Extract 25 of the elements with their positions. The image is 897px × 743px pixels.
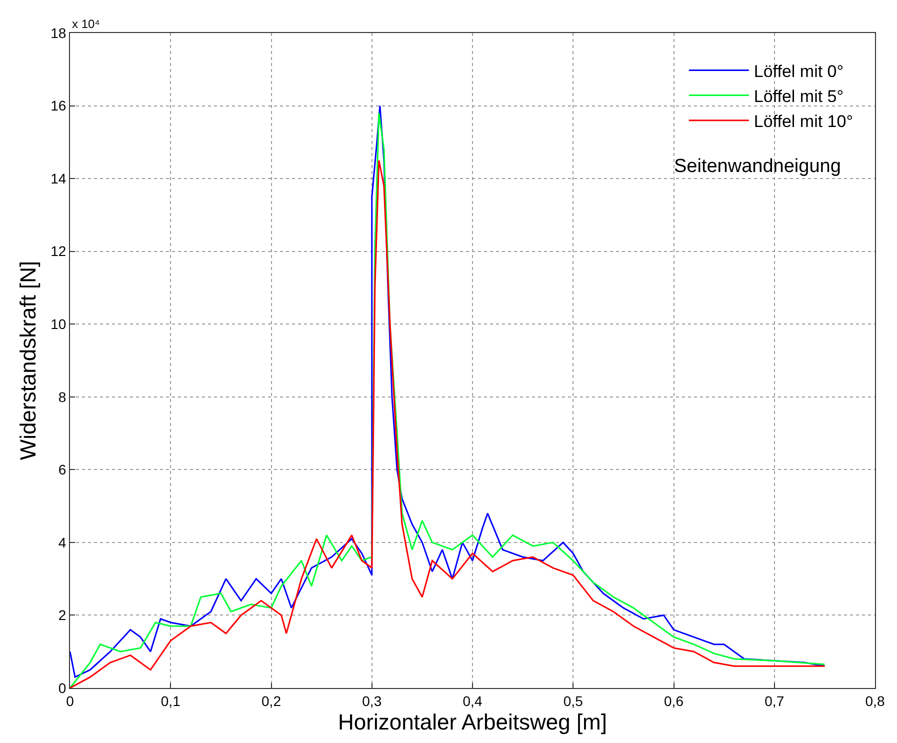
x-tick-label: 0,3 — [362, 692, 382, 709]
x-tick-label: 0,2 — [262, 692, 282, 709]
x-axis-title: Horizontaler Arbeitsweg [m] — [338, 710, 607, 735]
legend-title: Seitenwandneigung — [674, 156, 841, 177]
y-tick-label: 10 — [50, 316, 66, 332]
legend-label: Löffel mit 5° — [754, 86, 844, 106]
y-tick-label: 16 — [50, 98, 66, 114]
y-tick-label: 6 — [58, 462, 66, 478]
y-tick-label: 14 — [50, 170, 66, 186]
x-tick-label: 0,4 — [462, 692, 482, 709]
text: x 10⁴ — [72, 17, 100, 31]
x-tick-label: 0,6 — [664, 692, 684, 709]
x-tick-label: 0,8 — [865, 692, 885, 709]
y-tick-label: 4 — [58, 534, 66, 550]
x-tick-label: 0,7 — [764, 692, 784, 709]
y-tick-label: 12 — [50, 243, 66, 260]
y-tick-label: 18 — [50, 24, 66, 41]
x-tick-label: 0,1 — [160, 692, 181, 709]
y-tick-label: 0 — [58, 680, 66, 696]
y-tick-label: 2 — [58, 607, 66, 624]
y-tick-label: 8 — [58, 388, 66, 405]
legend-label: Löffel mit 10° — [754, 112, 854, 132]
y-axis-title: Widerstandskraft [N] — [15, 260, 40, 460]
legend-label: Löffel mit 0° — [754, 62, 844, 81]
x-tick-label: 0,5 — [563, 692, 584, 709]
